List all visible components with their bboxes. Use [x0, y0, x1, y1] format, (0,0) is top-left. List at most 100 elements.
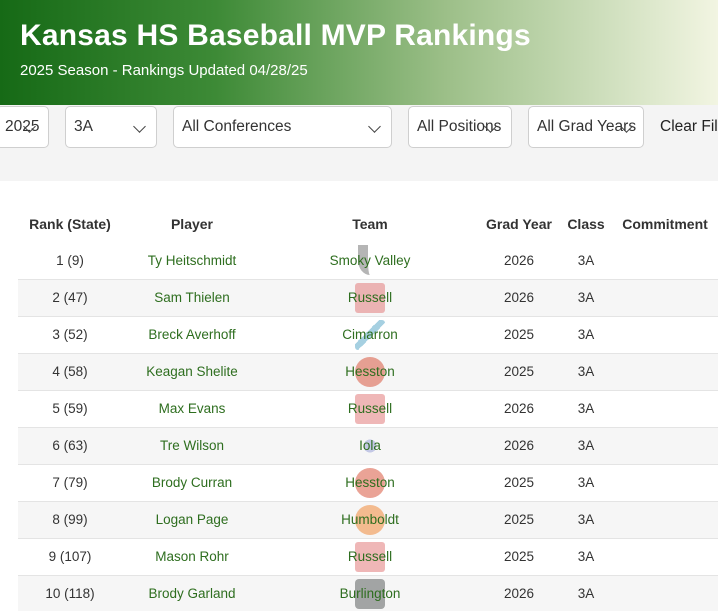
team-logo-icon	[354, 393, 385, 424]
class-cell: 3A	[560, 575, 612, 611]
team-link[interactable]: Russell	[347, 549, 393, 564]
filter-bar: 2025 3A All Conferences All Positions Al…	[0, 105, 718, 181]
table-row: 10 (118) Brody Garland Burlington 2026 3A	[18, 575, 718, 611]
chevron-down-icon	[133, 120, 146, 133]
player-link[interactable]: Ty Heitschmidt	[122, 242, 262, 280]
clear-filters-button[interactable]: Clear Filters	[660, 118, 718, 135]
page-title: Kansas HS Baseball MVP Rankings	[20, 19, 531, 52]
rank-cell: 2 (47)	[18, 279, 122, 317]
team-logo-icon	[354, 282, 385, 313]
position-select-value: All Positions	[417, 118, 502, 135]
rankings-table-area: Rank (State) Player Team Grad Year Class…	[0, 181, 718, 611]
rank-cell: 9 (107)	[18, 538, 122, 576]
player-link[interactable]: Logan Page	[122, 501, 262, 539]
grad-year-cell: 2026	[478, 390, 560, 428]
team-link[interactable]: Smoky Valley	[329, 252, 411, 268]
commitment-cell	[612, 501, 718, 539]
team-cell[interactable]: Humboldt	[262, 501, 478, 539]
table-row: 8 (99) Logan Page Humboldt 2025 3A	[18, 501, 718, 539]
class-select[interactable]: 3A	[65, 106, 157, 148]
table-row: 9 (107) Mason Rohr Russell 2025 3A	[18, 538, 718, 576]
team-cell[interactable]: Russell	[262, 538, 478, 576]
team-cell[interactable]: Burlington	[262, 575, 478, 611]
table-row: 2 (47) Sam Thielen Russell 2026 3A	[18, 279, 718, 317]
grad-year-cell: 2026	[478, 427, 560, 465]
column-header-player[interactable]: Player	[170, 215, 214, 232]
commitment-cell	[612, 464, 718, 502]
rank-cell: 1 (9)	[18, 242, 122, 280]
chevron-down-icon	[368, 120, 381, 133]
class-cell: 3A	[560, 316, 612, 354]
class-cell: 3A	[560, 464, 612, 502]
table-row: 6 (63) Tre Wilson Iola 2026 3A	[18, 427, 718, 465]
column-header-grad-year[interactable]: Grad Year	[486, 215, 552, 232]
team-cell[interactable]: Russell	[262, 279, 478, 317]
team-cell[interactable]: Hesston	[262, 353, 478, 391]
commitment-cell	[612, 538, 718, 576]
table-row: 7 (79) Brody Curran Hesston 2025 3A	[18, 464, 718, 502]
column-header-class[interactable]: Class	[567, 215, 605, 232]
commitment-cell	[612, 427, 718, 465]
team-logo-icon	[355, 356, 385, 387]
team-cell[interactable]: Hesston	[262, 464, 478, 502]
class-cell: 3A	[560, 501, 612, 539]
team-logo-icon	[355, 504, 385, 535]
class-cell: 3A	[560, 279, 612, 317]
position-select[interactable]: All Positions	[408, 106, 512, 148]
player-link[interactable]: Keagan Shelite	[122, 353, 262, 391]
table-row: 3 (52) Breck Averhoff Cimarron 2025 3A	[18, 316, 718, 354]
page-header: Kansas HS Baseball MVP Rankings 2025 Sea…	[0, 0, 718, 105]
rankings-table: Rank (State) Player Team Grad Year Class…	[18, 205, 718, 611]
column-header-team[interactable]: Team	[352, 215, 388, 232]
player-link[interactable]: Brody Curran	[122, 464, 262, 502]
column-header-commitment[interactable]: Commitment	[622, 215, 708, 232]
team-logo-icon	[354, 541, 385, 572]
player-link[interactable]: Tre Wilson	[122, 427, 262, 465]
team-logo-icon	[354, 319, 385, 350]
rank-cell: 6 (63)	[18, 427, 122, 465]
grad-year-select[interactable]: All Grad Years	[528, 106, 644, 148]
player-link[interactable]: Max Evans	[122, 390, 262, 428]
table-header-row: Rank (State) Player Team Grad Year Class…	[18, 205, 718, 242]
player-link[interactable]: Sam Thielen	[122, 279, 262, 317]
rank-cell: 7 (79)	[18, 464, 122, 502]
grad-year-cell: 2026	[478, 575, 560, 611]
grad-year-select-value: All Grad Years	[537, 118, 637, 135]
team-link[interactable]: Humboldt	[341, 512, 399, 527]
commitment-cell	[612, 390, 718, 428]
team-cell[interactable]: Russell	[262, 390, 478, 428]
commitment-cell	[612, 279, 718, 317]
grad-year-cell: 2025	[478, 501, 560, 539]
team-link[interactable]: Russell	[347, 401, 393, 416]
rank-cell: 8 (99)	[18, 501, 122, 539]
class-cell: 3A	[560, 353, 612, 391]
team-cell[interactable]: Smoky Valley	[262, 242, 478, 280]
player-link[interactable]: Brody Garland	[122, 575, 262, 611]
team-link[interactable]: Burlington	[339, 586, 401, 601]
class-cell: 3A	[560, 390, 612, 428]
rank-cell: 10 (118)	[18, 575, 122, 611]
team-logo-icon	[355, 430, 385, 461]
team-link[interactable]: Cimarron	[342, 327, 398, 342]
year-select[interactable]: 2025	[0, 106, 49, 148]
team-link[interactable]: Hesston	[345, 364, 395, 379]
table-row: 1 (9) Ty Heitschmidt Smoky Valley 2026 3A	[18, 242, 718, 280]
page-subtitle: 2025 Season - Rankings Updated 04/28/25	[20, 62, 308, 79]
grad-year-cell: 2025	[478, 538, 560, 576]
team-link[interactable]: Hesston	[345, 475, 395, 490]
class-select-value: 3A	[74, 118, 93, 135]
grad-year-cell: 2025	[478, 316, 560, 354]
conference-select-value: All Conferences	[182, 118, 292, 135]
rank-cell: 4 (58)	[18, 353, 122, 391]
team-link[interactable]: Iola	[359, 438, 381, 453]
team-cell[interactable]: Iola	[262, 427, 478, 465]
team-cell[interactable]: Cimarron	[262, 316, 478, 354]
conference-select[interactable]: All Conferences	[173, 106, 392, 148]
player-link[interactable]: Breck Averhoff	[122, 316, 262, 354]
rank-cell: 5 (59)	[18, 390, 122, 428]
column-header-rank[interactable]: Rank (State)	[29, 215, 111, 232]
table-row: 4 (58) Keagan Shelite Hesston 2025 3A	[18, 353, 718, 391]
grad-year-cell: 2025	[478, 464, 560, 502]
player-link[interactable]: Mason Rohr	[122, 538, 262, 576]
team-link[interactable]: Russell	[347, 290, 393, 305]
